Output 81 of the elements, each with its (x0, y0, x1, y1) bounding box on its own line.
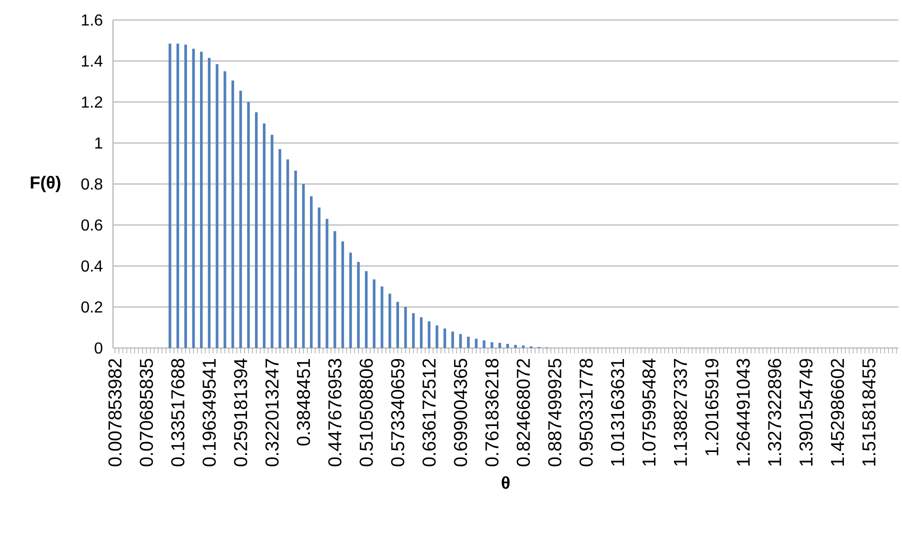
bar (459, 334, 462, 348)
bar (310, 196, 313, 348)
y-tick-label: 0.6 (81, 219, 102, 231)
x-tick-label: 1.327322896 (768, 358, 782, 466)
bar (254, 112, 258, 348)
x-tick-label: 1.20165919 (705, 358, 718, 456)
x-tick-label: 1.138827337 (674, 358, 688, 466)
bar (420, 317, 423, 348)
y-axis-title: F(θ) (30, 176, 60, 192)
bar (388, 294, 392, 348)
x-tick-label: 1.264491043 (736, 358, 750, 466)
bar (514, 344, 517, 348)
x-tick-label: 0.761836218 (485, 358, 499, 466)
x-tick-label: 0.070685835 (140, 358, 153, 466)
x-tick-label: 0.573340659 (391, 358, 404, 466)
bar (428, 321, 430, 348)
bar (467, 336, 470, 348)
x-tick-label: 0.447676953 (328, 358, 342, 466)
bar (474, 338, 478, 348)
bar (247, 102, 250, 348)
bar (506, 344, 509, 348)
bar (451, 332, 454, 348)
bar (224, 71, 226, 348)
x-tick-label: 0.322013247 (265, 358, 279, 466)
bar (192, 48, 195, 348)
bar (168, 44, 172, 348)
bar (334, 231, 336, 348)
bar (200, 52, 203, 348)
y-tick-label: 0 (94, 342, 102, 354)
bar (262, 124, 266, 348)
y-tick-label: 1.2 (82, 96, 102, 108)
bar (482, 340, 486, 348)
x-tick-label: 0.887499925 (548, 358, 562, 466)
x-tick-label: 1.515818455 (862, 358, 876, 466)
x-axis-title: θ (502, 476, 510, 489)
x-tick-label: 1.390154749 (799, 358, 813, 466)
bar (380, 286, 384, 348)
x-tick-label: 0.133517688 (171, 358, 184, 466)
bar (404, 306, 407, 348)
bar (357, 262, 360, 348)
x-tick-label: 0.699004365 (454, 358, 468, 466)
bar (372, 279, 376, 348)
x-tick-label: 0.636172512 (422, 358, 436, 466)
y-tick-label: 1.6 (82, 14, 102, 26)
y-tick-label: 0.4 (81, 260, 102, 272)
bar (208, 58, 211, 348)
bar (239, 90, 242, 348)
bar (396, 302, 400, 348)
x-tick-label: 0.259181394 (234, 358, 248, 466)
x-tick-label: 0.007853982 (108, 358, 122, 466)
bar (184, 44, 187, 348)
bar (341, 241, 344, 348)
bar (278, 149, 282, 348)
bar (364, 271, 368, 348)
bar (326, 218, 328, 348)
bar (443, 328, 446, 348)
bar (436, 325, 438, 348)
x-tick-label: 1.075995484 (642, 358, 656, 466)
bar (216, 64, 218, 348)
x-tick-label: 0.510508806 (360, 358, 373, 466)
y-tick-label: 1.4 (82, 55, 102, 66)
bar (498, 342, 502, 348)
x-tick-label: 0.3848451 (296, 358, 310, 446)
bar (270, 134, 274, 348)
bar (318, 208, 320, 348)
y-tick-label: 0.8 (81, 178, 102, 190)
bar (286, 159, 290, 348)
bar (231, 80, 234, 348)
bar (294, 170, 297, 348)
bar (176, 44, 180, 348)
y-tick-label: 0.2 (81, 301, 102, 313)
x-tick-label: 1.452986602 (830, 358, 844, 466)
bar (490, 342, 494, 348)
x-tick-label: 1.013163631 (610, 358, 624, 466)
bar (302, 184, 305, 348)
x-tick-label: 0.196349541 (202, 358, 216, 466)
bar (349, 252, 352, 348)
x-tick-label: 0.824668072 (516, 358, 530, 466)
x-tick-label: 0.950331778 (580, 358, 593, 466)
y-tick-label: 1 (95, 137, 102, 148)
bar (412, 313, 415, 348)
